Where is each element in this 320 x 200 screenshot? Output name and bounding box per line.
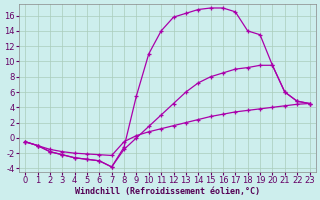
X-axis label: Windchill (Refroidissement éolien,°C): Windchill (Refroidissement éolien,°C): [75, 187, 260, 196]
